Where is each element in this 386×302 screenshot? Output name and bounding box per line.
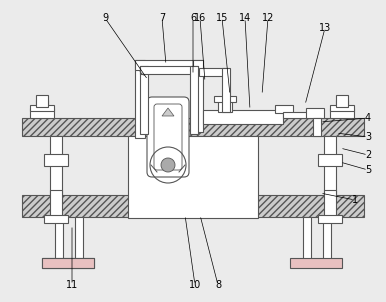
Bar: [303, 217, 311, 259]
Bar: [190, 66, 198, 134]
Bar: [44, 215, 68, 223]
Bar: [30, 108, 54, 118]
Text: 5: 5: [365, 165, 371, 175]
Bar: [218, 100, 232, 112]
Text: 1: 1: [352, 195, 358, 205]
FancyBboxPatch shape: [154, 104, 182, 170]
Bar: [324, 136, 336, 194]
Text: 6: 6: [190, 13, 196, 23]
Bar: [50, 190, 62, 217]
Bar: [330, 108, 354, 118]
Text: 4: 4: [365, 113, 371, 123]
Bar: [128, 136, 258, 218]
Bar: [44, 154, 68, 166]
Bar: [22, 118, 364, 136]
Bar: [22, 195, 364, 217]
Bar: [42, 258, 94, 268]
Bar: [135, 60, 203, 70]
Bar: [336, 100, 348, 110]
Bar: [222, 68, 230, 112]
Bar: [50, 136, 62, 194]
Bar: [318, 154, 342, 166]
Bar: [36, 95, 48, 107]
Text: 9: 9: [102, 13, 108, 23]
Bar: [140, 66, 148, 134]
Bar: [336, 95, 348, 107]
Bar: [140, 66, 198, 74]
Text: 13: 13: [319, 23, 331, 33]
Bar: [283, 112, 313, 118]
Bar: [42, 258, 94, 268]
Bar: [203, 110, 283, 124]
Bar: [30, 105, 54, 111]
Bar: [330, 105, 354, 111]
Bar: [275, 105, 293, 113]
Polygon shape: [162, 108, 174, 116]
Bar: [193, 60, 203, 132]
Text: 10: 10: [189, 280, 201, 290]
Bar: [306, 108, 324, 118]
Circle shape: [161, 158, 175, 172]
Text: 2: 2: [365, 150, 371, 160]
Bar: [290, 258, 342, 268]
Bar: [318, 215, 342, 223]
Bar: [75, 217, 83, 259]
Bar: [55, 217, 63, 259]
FancyBboxPatch shape: [147, 97, 189, 177]
Bar: [313, 118, 321, 136]
Text: 12: 12: [262, 13, 274, 23]
Text: 8: 8: [215, 280, 221, 290]
Bar: [36, 100, 48, 110]
Text: 16: 16: [194, 13, 206, 23]
Text: 15: 15: [216, 13, 228, 23]
Text: 14: 14: [239, 13, 251, 23]
Bar: [214, 96, 236, 102]
Bar: [199, 68, 227, 76]
Text: 11: 11: [66, 280, 78, 290]
Bar: [135, 60, 145, 138]
Text: 3: 3: [365, 132, 371, 142]
Bar: [323, 217, 331, 259]
Text: 7: 7: [159, 13, 165, 23]
Bar: [324, 190, 336, 217]
